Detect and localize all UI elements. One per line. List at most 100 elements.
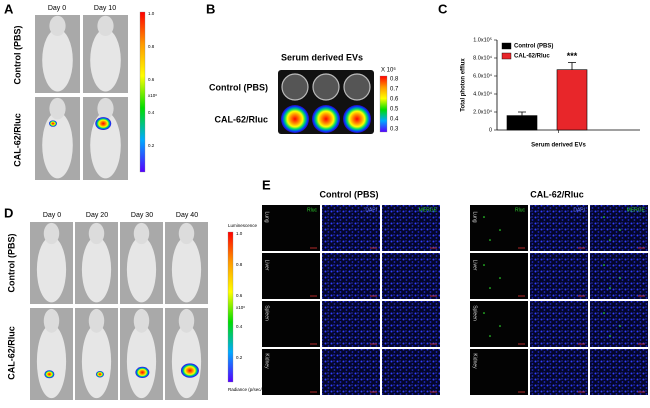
- label: Day 0: [48, 5, 66, 12]
- micrograph: [530, 301, 588, 347]
- micrograph: [530, 253, 588, 299]
- label: X 10⁶: [381, 67, 396, 74]
- row-label: Liver: [472, 260, 478, 271]
- mouse-body: [36, 324, 67, 399]
- micrograph: [262, 205, 320, 251]
- label: CAL-62/Rluc: [12, 113, 22, 167]
- mouse-head: [49, 97, 66, 120]
- legend-label: Control (PBS): [514, 44, 553, 50]
- micrograph: [322, 349, 380, 395]
- label: 1.0: [148, 11, 155, 16]
- well: [312, 73, 340, 101]
- mouse-head: [97, 15, 114, 37]
- column-label: DAPI: [573, 207, 585, 213]
- micrograph: [322, 253, 380, 299]
- mouse-body: [42, 111, 73, 179]
- mouse-body: [171, 236, 202, 303]
- colorbar: [139, 11, 146, 173]
- signal: [489, 287, 491, 289]
- colorbar: [379, 75, 388, 133]
- label: 0.4: [236, 324, 243, 329]
- label: Day 0: [43, 212, 61, 219]
- y-tick-label: 4.0x10⁴: [473, 90, 493, 97]
- legend-label: CAL-62/Rluc: [514, 54, 550, 60]
- signal: [619, 229, 621, 231]
- label: ***: [567, 51, 578, 61]
- label: 0.2: [148, 143, 155, 148]
- well: [281, 73, 309, 101]
- signal: [499, 229, 501, 231]
- micrograph: [470, 253, 528, 299]
- signal: [483, 264, 485, 266]
- label: 0.6: [148, 77, 155, 82]
- mouse-body: [171, 324, 202, 399]
- error-bar: [518, 111, 526, 116]
- label: 0.8: [236, 262, 243, 267]
- label: Control (PBS): [6, 234, 16, 293]
- label: Serum derived EVs: [531, 143, 586, 149]
- y-tick-label: 2.0x10⁴: [473, 108, 493, 115]
- micrograph: [470, 349, 528, 395]
- label: 0.8: [148, 44, 155, 49]
- signal: [619, 277, 621, 279]
- mouse-head: [49, 15, 66, 37]
- micrograph: [590, 205, 648, 251]
- signal: [619, 325, 621, 327]
- label: Day 30: [131, 212, 153, 219]
- well-luminescence: [312, 105, 340, 133]
- signal: [603, 216, 605, 218]
- error-bar: [568, 62, 576, 70]
- label: Luminescence: [228, 223, 258, 228]
- label: 0.6: [236, 293, 243, 298]
- micrograph: [530, 349, 588, 395]
- label: Radiance (p/sec/cm²/sr): [228, 387, 276, 392]
- legend-swatch: [501, 42, 512, 50]
- luminescence: [95, 371, 104, 378]
- label: 0.4: [390, 117, 399, 123]
- label: C: [438, 1, 448, 16]
- mouse-head: [178, 222, 195, 245]
- label: 0.6: [390, 97, 399, 103]
- row-label: Spleen: [264, 305, 270, 321]
- micrograph: [262, 349, 320, 395]
- mouse-head: [88, 222, 105, 245]
- row-label: Liver: [264, 260, 270, 271]
- luminescence: [95, 117, 112, 130]
- label: 1.0: [236, 231, 243, 236]
- row-label: Kidney: [264, 353, 270, 369]
- column-label: MERGE: [419, 207, 438, 213]
- micrograph: [470, 205, 528, 251]
- micrograph: [470, 301, 528, 347]
- label: Control (PBS): [320, 189, 379, 199]
- label: 0.2: [236, 355, 243, 360]
- luminescence: [49, 120, 57, 127]
- mouse-head: [43, 308, 60, 333]
- y-tick-label: 0: [489, 127, 492, 133]
- signal: [603, 312, 605, 314]
- micrograph: [382, 205, 440, 251]
- signal: [489, 239, 491, 241]
- label: Serum derived EVs: [281, 52, 363, 62]
- label: A: [4, 1, 14, 16]
- label: x10⁶: [236, 305, 245, 310]
- row-label: Spleen: [472, 305, 478, 321]
- label: Day 10: [94, 5, 116, 12]
- mouse-head: [178, 308, 195, 333]
- label: 0.4: [148, 110, 155, 115]
- micrograph: [382, 349, 440, 395]
- mouse-body: [42, 29, 73, 92]
- label: 0.3: [390, 127, 399, 133]
- micrograph: [530, 205, 588, 251]
- label: B: [206, 1, 215, 16]
- well: [343, 73, 371, 101]
- bar: [556, 69, 588, 131]
- label: 0.5: [390, 107, 399, 113]
- micrograph: [590, 301, 648, 347]
- signal: [609, 287, 611, 289]
- bar: [506, 115, 538, 131]
- mouse-body: [126, 236, 157, 303]
- label: CAL-62/Rluc: [6, 326, 16, 380]
- column-label: Rluc: [515, 207, 526, 213]
- row-label: Kidney: [472, 353, 478, 369]
